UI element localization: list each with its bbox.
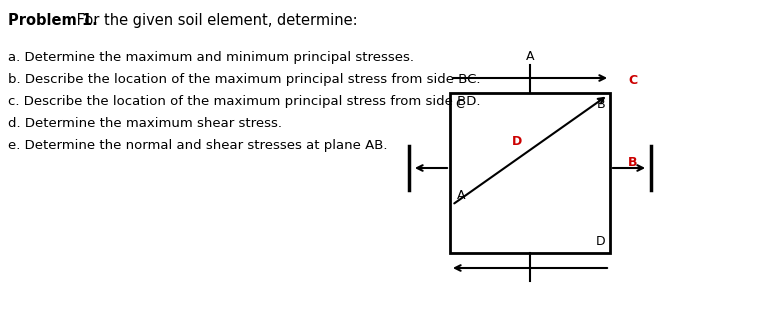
Text: B: B xyxy=(597,98,605,111)
Text: Problem 1.: Problem 1. xyxy=(8,13,98,28)
Text: a. Determine the maximum and minimum principal stresses.: a. Determine the maximum and minimum pri… xyxy=(8,51,414,64)
Text: d. Determine the maximum shear stress.: d. Determine the maximum shear stress. xyxy=(8,117,282,130)
Text: A: A xyxy=(525,50,534,63)
Text: D: D xyxy=(595,235,605,248)
Text: C: C xyxy=(455,98,463,111)
Text: For the given soil element, determine:: For the given soil element, determine: xyxy=(72,13,357,28)
Bar xyxy=(450,93,610,253)
Text: B: B xyxy=(628,157,638,169)
Text: A: A xyxy=(457,189,466,202)
Text: b. Describe the location of the maximum principal stress from side BC.: b. Describe the location of the maximum … xyxy=(8,73,480,86)
Text: D: D xyxy=(512,135,522,148)
Text: e. Determine the normal and shear stresses at plane AB.: e. Determine the normal and shear stress… xyxy=(8,139,388,152)
Text: c. Describe the location of the maximum principal stress from side BD.: c. Describe the location of the maximum … xyxy=(8,95,480,108)
Text: C: C xyxy=(628,74,637,87)
